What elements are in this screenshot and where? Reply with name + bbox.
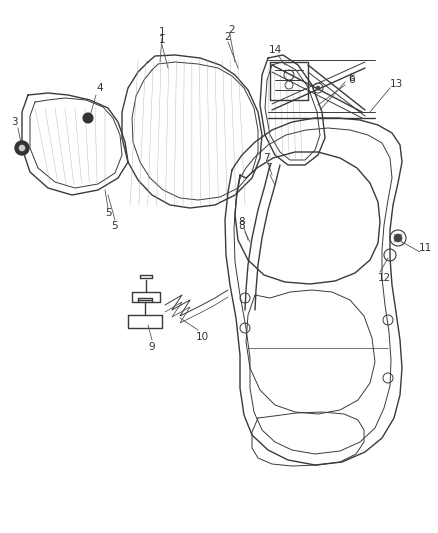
Text: 1: 1 <box>159 35 165 45</box>
Text: 8: 8 <box>239 217 245 227</box>
Text: 2: 2 <box>229 25 235 35</box>
Circle shape <box>83 113 93 123</box>
Text: 13: 13 <box>389 79 403 89</box>
Text: 14: 14 <box>268 45 282 55</box>
Text: 9: 9 <box>148 342 155 352</box>
Text: 6: 6 <box>349 73 355 83</box>
Text: 10: 10 <box>195 332 208 342</box>
Circle shape <box>15 141 29 155</box>
Text: 3: 3 <box>11 117 18 127</box>
Text: 1: 1 <box>159 27 165 37</box>
Text: 4: 4 <box>97 83 103 93</box>
Text: 5: 5 <box>112 221 118 231</box>
Circle shape <box>19 145 25 151</box>
Text: 7: 7 <box>265 163 271 173</box>
Text: 6: 6 <box>349 75 355 85</box>
Circle shape <box>316 86 320 90</box>
Text: 11: 11 <box>418 243 431 253</box>
Text: 8: 8 <box>239 221 245 231</box>
Text: 12: 12 <box>378 273 391 283</box>
Text: 5: 5 <box>105 208 111 218</box>
Circle shape <box>394 234 402 242</box>
Text: 7: 7 <box>263 153 269 163</box>
Text: 2: 2 <box>225 32 231 42</box>
